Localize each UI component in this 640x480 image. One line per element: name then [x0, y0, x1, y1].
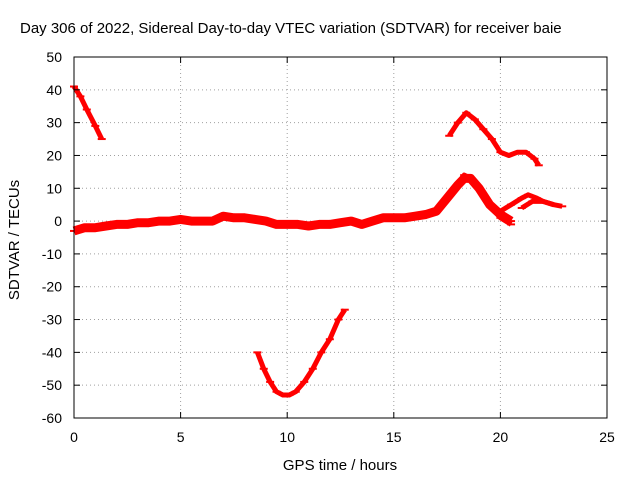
y-tick-label: 50	[46, 49, 62, 65]
series-line-late-peak	[445, 172, 513, 227]
y-tick-label: 20	[46, 147, 62, 163]
series-line-tail-2	[520, 198, 555, 211]
series-layer	[70, 85, 567, 398]
y-tick-label: -20	[42, 279, 62, 295]
y-tick-label: -60	[42, 410, 62, 426]
y-axis-label: SDTVAR / TECUs	[6, 180, 23, 300]
y-tick-label: -30	[42, 312, 62, 328]
y-tick-label: -10	[42, 246, 62, 262]
x-axis-label: GPS time / hours	[283, 457, 397, 474]
chart-title: Day 306 of 2022, Sidereal Day-to-day VTE…	[20, 20, 562, 37]
y-tick-label: 30	[46, 115, 62, 131]
x-tick-label: 5	[177, 429, 185, 445]
x-tick-label: 20	[493, 429, 509, 445]
x-tick-label: 15	[386, 429, 402, 445]
x-tick-label: 0	[70, 429, 78, 445]
grid	[74, 57, 607, 418]
y-tick-label: -50	[42, 377, 62, 393]
y-tick-label: 0	[54, 213, 62, 229]
plot-frame	[73, 56, 608, 419]
x-tick-label: 10	[279, 429, 295, 445]
x-tick-label: 25	[599, 429, 615, 445]
y-tick-label: 40	[46, 82, 62, 98]
ticks: 0 5 10 15 20 25 -60 -50 -40 -30 -20 -10 0 10 20 30 40 50	[42, 49, 615, 445]
y-tick-label: 10	[46, 180, 62, 196]
y-tick-label: -40	[42, 344, 62, 360]
series-line-upper-arc	[447, 110, 541, 167]
